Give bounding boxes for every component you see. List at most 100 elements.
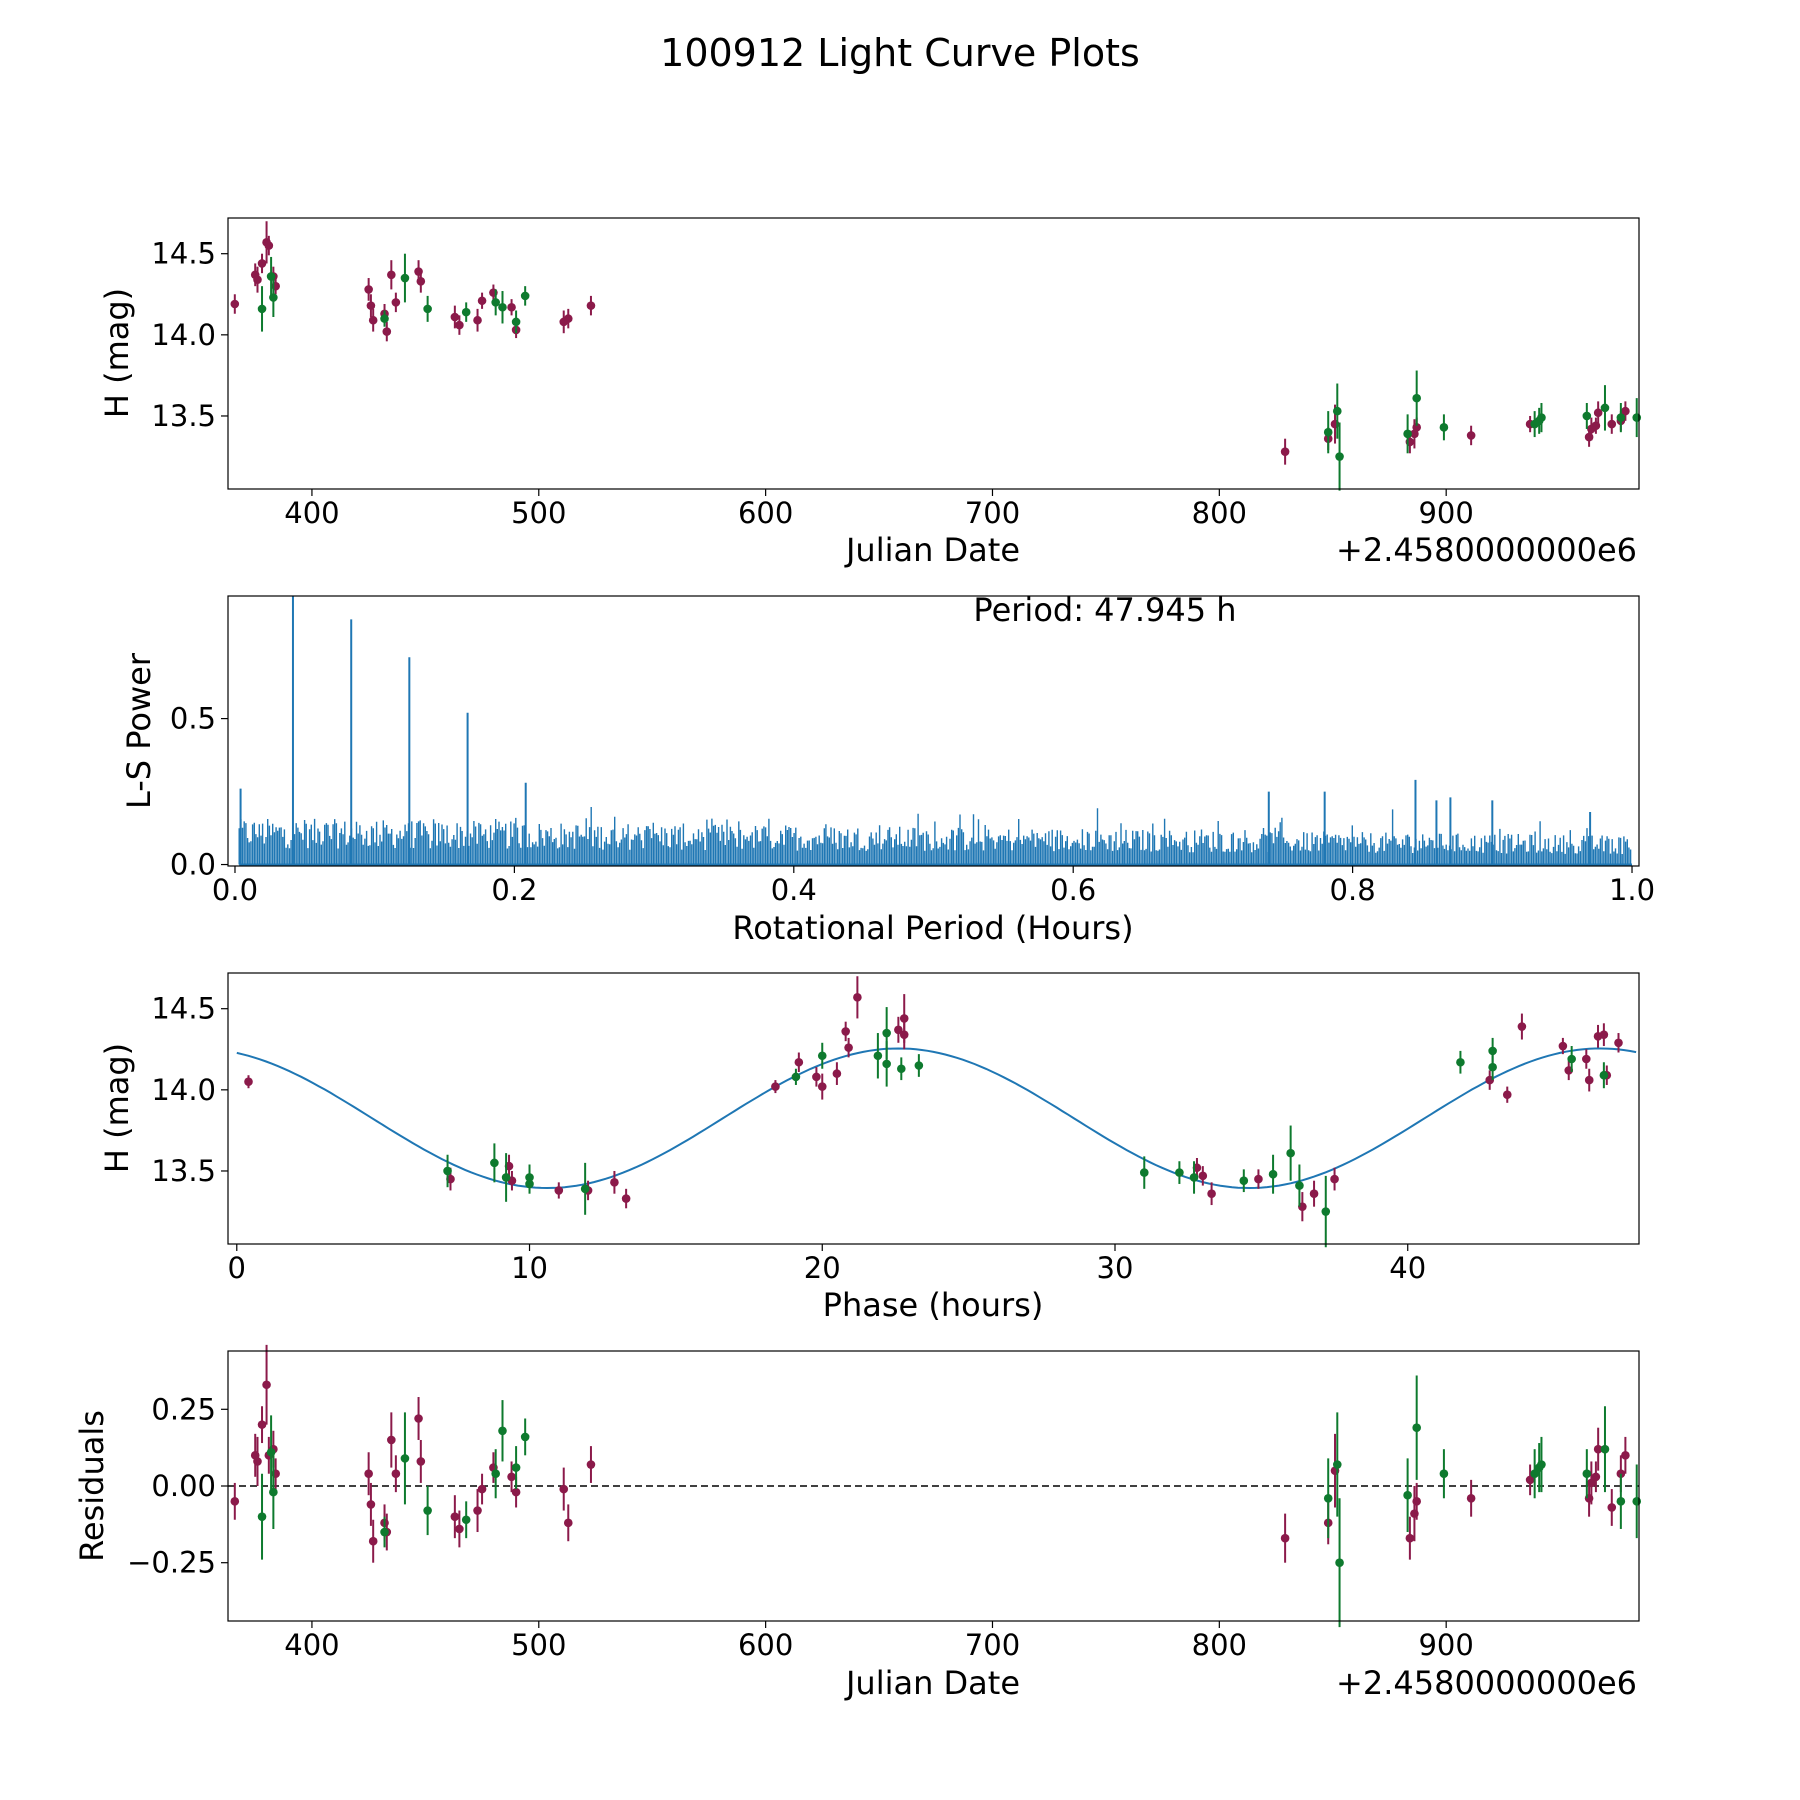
- residuals-magenta-point: [364, 1469, 373, 1479]
- phased-magenta-point: [1254, 1174, 1263, 1184]
- phased-magenta-point: [832, 1069, 842, 1078]
- residuals-y-axis-label: Residuals: [73, 1410, 111, 1562]
- x-tick-label: 500: [511, 496, 566, 530]
- lightcurve-magenta-point: [382, 327, 392, 336]
- phased-green-point: [1456, 1057, 1465, 1067]
- phased-green-point: [1567, 1054, 1576, 1064]
- phased-green-point: [1189, 1173, 1199, 1182]
- y-tick-label: −0.25: [127, 1546, 216, 1580]
- lightcurve-magenta-point: [230, 299, 240, 309]
- phased-magenta-point: [244, 1077, 253, 1087]
- y-tick-label: 14.0: [151, 318, 216, 352]
- phased-magenta-point: [610, 1178, 619, 1187]
- x-tick-label: 0.4: [771, 873, 817, 907]
- residuals-magenta-point: [1607, 1503, 1617, 1512]
- y-tick-label: 0.25: [151, 1392, 216, 1426]
- residuals-magenta-point: [387, 1435, 396, 1445]
- lightcurve-green-point: [498, 302, 507, 312]
- residuals-green-point: [1537, 1460, 1546, 1469]
- residuals-magenta-point: [455, 1524, 464, 1534]
- residuals-magenta-point: [257, 1420, 267, 1429]
- lightcurve-magenta-point: [563, 314, 573, 323]
- phased-magenta-point: [812, 1072, 821, 1082]
- phased-magenta-point: [621, 1194, 631, 1203]
- phased-magenta-point: [771, 1082, 780, 1091]
- phased-green-point: [882, 1028, 891, 1038]
- phased-green-point: [882, 1059, 891, 1069]
- residuals-green-point: [400, 1454, 410, 1463]
- lightcurve-magenta-point: [1280, 447, 1290, 456]
- residuals-magenta-point: [1466, 1493, 1476, 1503]
- y-tick-label: 14.5: [151, 992, 216, 1026]
- lightcurve-green-point: [1439, 423, 1449, 432]
- x-tick-label: 800: [1192, 496, 1247, 530]
- lightcurve-green-point: [1332, 406, 1342, 416]
- lightcurve-magenta-point: [368, 315, 378, 325]
- lightcurve-magenta-point: [477, 296, 487, 306]
- phased-green-point: [817, 1051, 827, 1061]
- residuals-magenta-point: [253, 1457, 262, 1466]
- residuals-green-point: [491, 1469, 500, 1479]
- y-tick-label: 0.0: [170, 848, 216, 882]
- lightcurve-magenta-point: [1607, 419, 1617, 429]
- lightcurve-magenta-point: [1466, 431, 1476, 440]
- x-tick-label: 700: [965, 496, 1020, 530]
- residuals-magenta-point: [368, 1536, 378, 1546]
- phased-green-point: [490, 1158, 499, 1168]
- phased-green-point: [1295, 1181, 1304, 1190]
- phased-green-point: [1175, 1168, 1184, 1177]
- residuals-green-point: [461, 1515, 471, 1525]
- residuals-magenta-point: [1591, 1472, 1601, 1482]
- lightcurve-green-point: [1537, 413, 1546, 422]
- periodogram-ticks: 0.0 0.2 0.4 0.6 0.8 1.0 0.0 0.5: [170, 702, 1655, 907]
- phased-green-point: [896, 1064, 906, 1074]
- phased-ticks: 0 10 20 30 40 13.5 14.0 14.5: [151, 992, 1426, 1285]
- residuals-green-point: [1632, 1497, 1642, 1506]
- phased-green-point: [525, 1179, 534, 1189]
- lightcurve-magenta-point: [450, 312, 460, 322]
- lightcurve-magenta-point: [391, 298, 401, 307]
- phased-green-point: [1239, 1176, 1249, 1186]
- residuals-green-point: [1323, 1493, 1333, 1503]
- residuals-magenta-point: [416, 1457, 426, 1466]
- phased-green-point: [501, 1173, 511, 1182]
- lightcurve-green-point: [1323, 427, 1333, 437]
- lightcurve-green-point: [520, 291, 530, 301]
- phased-magenta-point: [794, 1057, 804, 1067]
- phased-magenta-point: [1198, 1171, 1208, 1181]
- lightcurve-green-point: [269, 293, 278, 302]
- lightcurve-green-point: [1403, 429, 1412, 439]
- phased-magenta-point: [817, 1082, 827, 1091]
- x-tick-label: 0.0: [212, 873, 258, 907]
- phased-magenta-point: [899, 1014, 909, 1023]
- lightcurve-green-point: [491, 298, 500, 307]
- phased-magenta-point: [1502, 1090, 1512, 1100]
- residuals-green-point: [269, 1487, 278, 1497]
- residuals-green-point: [1582, 1469, 1592, 1479]
- phased-magenta-point: [1614, 1038, 1623, 1048]
- residuals-green-point: [1403, 1490, 1412, 1500]
- residuals-marks: [228, 1344, 1642, 1628]
- x-tick-label: 700: [965, 1628, 1020, 1662]
- phased-green-point: [443, 1166, 452, 1176]
- residuals-magenta-point: [1593, 1444, 1603, 1454]
- residuals-magenta-point: [477, 1484, 487, 1494]
- x-tick-label: 600: [738, 496, 793, 530]
- lightcurve-magenta-point: [507, 302, 516, 312]
- lightcurve-green-point: [423, 304, 432, 314]
- lightcurve-green-point: [1632, 413, 1642, 422]
- phased-magenta-point: [853, 993, 862, 1002]
- lightcurve-panel: 400 500 600 700 800 900 13.5 14.0 14.5 Julian Da…: [98, 217, 1642, 569]
- residuals-magenta-point: [414, 1414, 423, 1423]
- residuals-offset-text: +2.4580000000e6: [1336, 1664, 1637, 1702]
- phased-green-point: [914, 1061, 924, 1070]
- lightcurve-magenta-point: [455, 320, 464, 330]
- x-tick-label: 0.8: [1330, 873, 1376, 907]
- residuals-magenta-point: [262, 1380, 271, 1390]
- phased-magenta-point: [1309, 1189, 1319, 1198]
- phased-model-curve: [236, 1047, 1637, 1190]
- phased-magenta-point: [1207, 1189, 1216, 1198]
- residuals-green-point: [257, 1512, 267, 1521]
- lightcurve-magenta-point: [586, 301, 596, 310]
- residuals-green-point: [423, 1506, 432, 1515]
